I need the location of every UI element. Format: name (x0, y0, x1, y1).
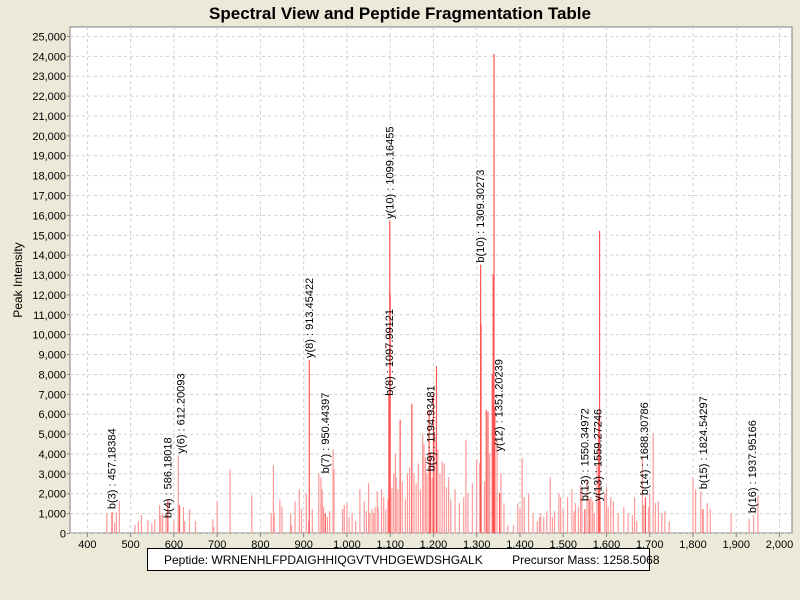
y-tick-label: 3,000 (38, 469, 66, 481)
y-tick-label: 20,000 (32, 131, 66, 143)
peptide-sequence: Peptide: WRNENHLFPDAIGHHIQGVTVHDGEWDSHGA… (164, 553, 483, 567)
peak-annotation: b(4) : 586.18018 (162, 437, 174, 518)
peak-annotation: b(15) : 1824.54297 (698, 396, 710, 489)
y-tick-label: 5,000 (38, 429, 66, 441)
plot-area (69, 26, 793, 534)
y-tick-label: 17,000 (32, 191, 66, 203)
y-tick-label: 0 (60, 529, 66, 541)
peak-annotation: b(10) : 1309.30273 (475, 170, 487, 263)
x-tick-label: 1,800 (679, 539, 707, 551)
precursor-mass: Precursor Mass: 1258.5068 (512, 553, 660, 567)
y-tick-label: 23,000 (32, 71, 66, 83)
y-tick-label: 9,000 (38, 350, 66, 362)
y-tick-label: 21,000 (32, 111, 66, 123)
peak-annotation: y(10) : 1099.16455 (384, 126, 396, 218)
peak-annotation: y(13) : 1559.27246 (593, 409, 605, 501)
x-tick-label: 500 (121, 539, 139, 551)
x-tick-label: 400 (78, 539, 96, 551)
x-tick-label: 1,900 (722, 539, 750, 551)
y-tick-label: 8,000 (38, 369, 66, 381)
y-axis-label: Peak Intensity (11, 242, 25, 317)
y-tick-label: 16,000 (32, 210, 66, 222)
peak-annotation: b(8) : 1097.99121 (384, 309, 396, 396)
y-tick-label: 7,000 (38, 389, 66, 401)
peak-annotation: b(14) : 1688.30786 (639, 402, 651, 495)
peak-annotation: b(7) : 950.44397 (320, 393, 332, 474)
y-tick-label: 6,000 (38, 409, 66, 421)
peak-annotation: b(13) : 1550.34972 (580, 408, 592, 501)
y-tick-label: 15,000 (32, 230, 66, 242)
x-tick-label: 2,000 (766, 539, 794, 551)
peptide-legend: Peptide: WRNENHLFPDAIGHHIQGVTVHDGEWDSHGA… (147, 548, 660, 571)
peak-annotation: b(9) : 1194.93481 (426, 385, 438, 471)
y-tick-label: 2,000 (38, 489, 66, 501)
y-tick-label: 19,000 (32, 151, 66, 163)
peak-annotation: y(12) : 1351.20239 (493, 359, 505, 451)
peak-annotation: y(8) : 913.45422 (304, 278, 316, 358)
y-tick-label: 14,000 (32, 250, 66, 262)
y-tick-label: 18,000 (32, 171, 66, 183)
y-tick-label: 22,000 (32, 91, 66, 103)
chart-title: Spectral View and Peptide Fragmentation … (209, 4, 591, 23)
peak-annotation: y(6) : 612.20093 (175, 373, 187, 453)
y-tick-label: 13,000 (32, 270, 66, 282)
y-tick-label: 25,000 (32, 31, 66, 43)
peak-annotation: b(3) : 457.18384 (107, 428, 119, 509)
y-tick-label: 1,000 (38, 509, 66, 521)
y-tick-label: 4,000 (38, 449, 66, 461)
y-tick-label: 24,000 (32, 51, 66, 63)
y-tick-label: 12,000 (32, 290, 66, 302)
y-tick-label: 10,000 (32, 330, 66, 342)
peak-annotation: b(16) : 1937.95166 (747, 420, 759, 513)
y-tick-label: 11,000 (33, 310, 66, 322)
